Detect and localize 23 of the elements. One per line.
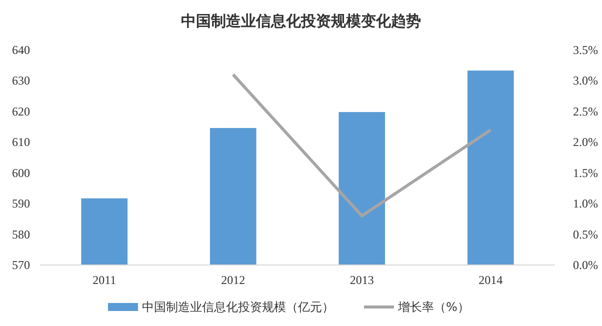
y2-tick-label: 0.5% — [573, 227, 598, 242]
y2-tick-label: 2.0% — [573, 135, 598, 150]
y-tick-label: 570 — [12, 258, 30, 272]
y-tick-label: 580 — [12, 227, 30, 242]
y-tick-label: 600 — [12, 166, 30, 180]
legend-label: 增长率（%） — [397, 300, 470, 314]
y-tick-label: 630 — [12, 74, 30, 88]
y2-tick-label: 1.5% — [573, 166, 598, 180]
y-tick-label: 620 — [12, 104, 30, 118]
y-tick-label: 610 — [12, 135, 30, 150]
x-tick-label: 2014 — [478, 273, 503, 287]
y-tick-label: 590 — [12, 196, 30, 211]
chart-title: 中国制造业信息化投资规模变化趋势 — [181, 12, 421, 30]
y-tick-label: 640 — [12, 43, 30, 57]
y2-tick-label: 3.0% — [573, 74, 598, 88]
y2-tick-label: 1.0% — [573, 196, 598, 211]
x-tick-label: 2013 — [350, 273, 374, 287]
y2-tick-label: 2.5% — [573, 104, 598, 118]
x-tick-label: 2011 — [92, 273, 116, 287]
legend-label: 中国制造业信息化投资规模（亿元） — [142, 300, 334, 314]
y2-tick-label: 0.0% — [573, 258, 598, 272]
x-tick-label: 2012 — [221, 273, 246, 287]
y2-tick-label: 3.5% — [573, 43, 598, 57]
